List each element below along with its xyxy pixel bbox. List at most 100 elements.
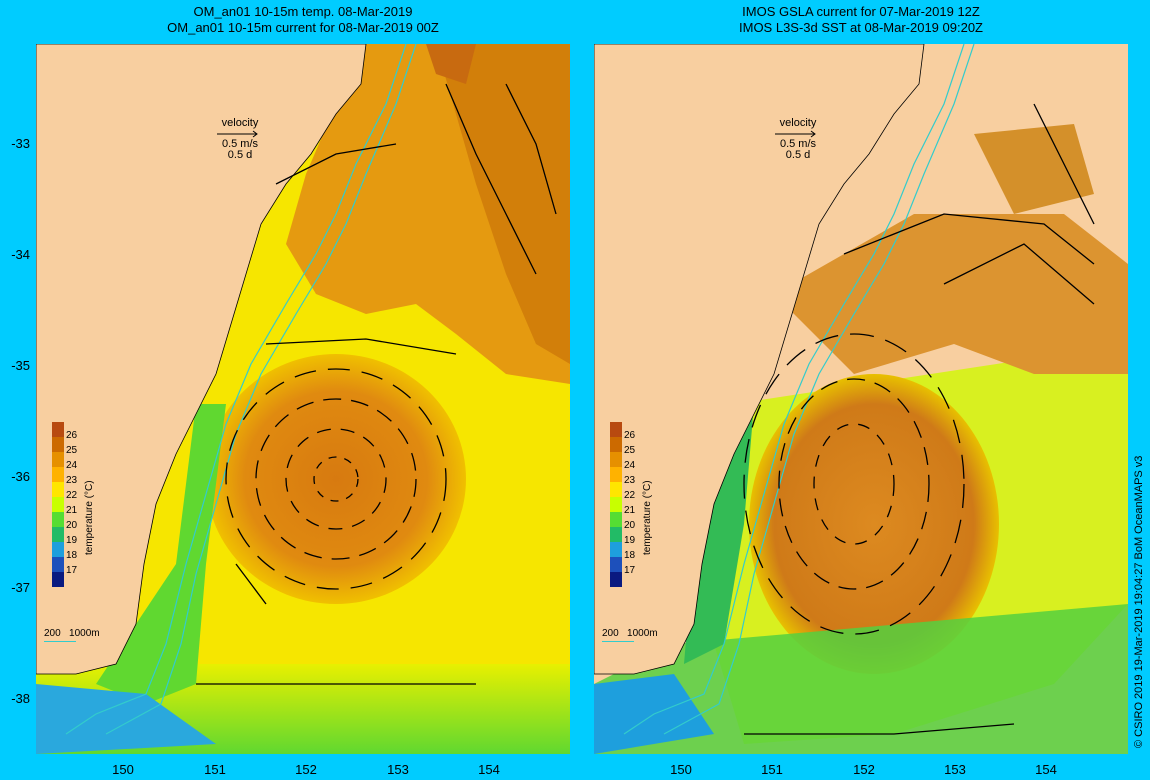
colorbar-segment [610, 437, 622, 452]
current-vectors [743, 103, 1095, 735]
colorbar-segment [610, 572, 622, 587]
colorbar-label: 24 [66, 460, 78, 471]
land-mass [36, 44, 367, 675]
velocity-legend-time: 0.5 d [785, 149, 811, 161]
isobath-legend-right: 200 1000m [602, 628, 658, 642]
velocity-legend-left: velocity 0.5 m/s 0.5 d [205, 118, 275, 161]
x-tick-right: 152 [853, 762, 875, 777]
colorbar-segment [52, 452, 64, 467]
colorbar-segment [52, 542, 64, 557]
x-tick-right: 151 [761, 762, 783, 777]
colorbar-segment [52, 572, 64, 587]
x-tick-right: 150 [670, 762, 692, 777]
cold-water-southwest [36, 684, 216, 754]
satellite-sst-map [594, 44, 1128, 754]
colorbar-label: 17 [624, 565, 636, 576]
current-vectors [196, 83, 557, 685]
x-tick-left: 153 [387, 762, 409, 777]
colorbar-label: 21 [624, 505, 636, 516]
colorbar-label: 23 [624, 475, 636, 486]
y-tick-left: -35 [11, 358, 30, 373]
y-tick-left: -34 [11, 247, 30, 262]
colorbar-segment [52, 422, 64, 437]
cool-water-south [594, 604, 1128, 754]
left-title-line1: OM_an01 10-15m temp. 08-Mar-2019 [193, 4, 413, 19]
model-map-graphic [36, 44, 570, 754]
velocity-legend-label: velocity [221, 117, 259, 129]
isobath-legend-line [44, 641, 76, 642]
x-tick-right: 153 [944, 762, 966, 777]
colorbar-label: 22 [66, 490, 78, 501]
credit-text: © CSIRO 2019 19-Mar-2019 19:04:27 BoM Oc… [1133, 455, 1145, 748]
colorbar-label: 25 [66, 445, 78, 456]
colorbar-segment [610, 527, 622, 542]
model-temperature-map [36, 44, 570, 754]
warm-core-eddy [206, 354, 466, 604]
colorbar-segment [610, 482, 622, 497]
colorbar-segment [610, 497, 622, 512]
coastal-cool-strip [684, 404, 754, 664]
left-panel-title: OM_an01 10-15m temp. 08-Mar-2019 OM_an01… [36, 4, 570, 36]
colorbar-label: 20 [66, 520, 78, 531]
colorbar-label: 22 [624, 490, 636, 501]
velocity-legend-speed: 0.5 m/s [779, 138, 817, 150]
velocity-legend-time: 0.5 d [227, 149, 253, 161]
velocity-legend-speed: 0.5 m/s [221, 138, 259, 150]
coastal-cool-strip [96, 404, 226, 704]
right-panel-title: IMOS GSLA current for 07-Mar-2019 12Z IM… [594, 4, 1128, 36]
colorbar-segment [52, 482, 64, 497]
velocity-legend-label: velocity [779, 117, 817, 129]
isobath-legend-left: 200 1000m [44, 628, 100, 642]
satellite-map-graphic [594, 44, 1128, 754]
colorbar-label: 26 [66, 430, 78, 441]
y-tick-left: -38 [11, 691, 30, 706]
velocity-legend-right: velocity 0.5 m/s 0.5 d [763, 118, 833, 161]
isobath-legend-label: 200 1000m [602, 628, 658, 639]
colorbar-segment [52, 512, 64, 527]
colorbar-title-left: temperature (°C) [84, 480, 95, 555]
colorbar-segment [610, 467, 622, 482]
colorbar-label: 26 [624, 430, 636, 441]
isobath-1000m [663, 44, 975, 735]
colorbar-segment [610, 557, 622, 572]
colorbar-segment [610, 422, 622, 437]
colorbar-segment [52, 557, 64, 572]
colorbar-segment [52, 437, 64, 452]
x-tick-left: 152 [295, 762, 317, 777]
left-title-line2: OM_an01 10-15m current for 08-Mar-2019 0… [167, 20, 439, 35]
colorbar-label: 25 [624, 445, 636, 456]
isobath-200m [623, 44, 965, 735]
y-tick-left: -37 [11, 580, 30, 595]
colorbar-label: 23 [66, 475, 78, 486]
colorbar-segment [610, 542, 622, 557]
colorbar-segment [52, 497, 64, 512]
colorbar-segment [610, 512, 622, 527]
warm-core-northeast [436, 44, 570, 364]
colorbar-label: 24 [624, 460, 636, 471]
colorbar-label: 18 [66, 550, 78, 561]
colorbar-segment [52, 467, 64, 482]
x-tick-left: 154 [478, 762, 500, 777]
x-tick-left: 151 [204, 762, 226, 777]
colorbar-label: 20 [624, 520, 636, 531]
isobath-legend-line [602, 641, 634, 642]
colorbar-segment [52, 527, 64, 542]
y-tick-left: -33 [11, 136, 30, 151]
colorbar-label: 21 [66, 505, 78, 516]
velocity-legend-arrow [205, 129, 275, 139]
isobath-200m [65, 44, 407, 735]
x-tick-right: 154 [1035, 762, 1057, 777]
colorbar-label: 18 [624, 550, 636, 561]
isobath-1000m [105, 44, 417, 735]
colorbar-label: 19 [624, 535, 636, 546]
warm-core-eddy [749, 374, 999, 674]
isobath-legend-label: 200 1000m [44, 628, 100, 639]
velocity-legend-arrow [763, 129, 833, 139]
right-title-line2: IMOS L3S-3d SST at 08-Mar-2019 09:20Z [739, 20, 983, 35]
warm-core-top [426, 44, 476, 84]
warm-patch-northeast [974, 124, 1094, 214]
y-tick-left: -36 [11, 469, 30, 484]
colorbar-segment [610, 452, 622, 467]
colorbar-label: 19 [66, 535, 78, 546]
colorbar-title-right: temperature (°C) [642, 480, 653, 555]
